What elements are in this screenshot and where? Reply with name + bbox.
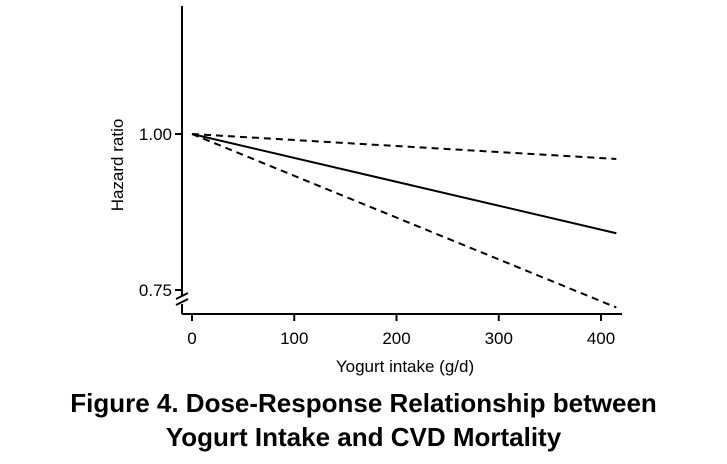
figure-caption-line-1: Figure 4. Dose-Response Relationship bet… [70,388,657,418]
y-axis [175,6,189,314]
x-tick-label: 0 [187,329,196,348]
figure-caption-line-2: Yogurt Intake and CVD Mortality [165,422,562,452]
dose-response-chart: 0 100 200 300 400 0.75 1.00 Yogurt intake (g/… [108,6,622,376]
axis-break-mark [175,292,189,300]
axis-break-mark [175,298,189,306]
x-tick-label: 200 [382,329,410,348]
x-tick-label: 300 [485,329,513,348]
x-tick-label: 100 [280,329,308,348]
x-ticks: 0 100 200 300 400 [187,314,615,348]
x-axis-title: Yogurt intake (g/d) [336,357,474,376]
y-tick-label: 0.75 [139,281,172,300]
y-tick-label: 1.00 [139,125,172,144]
series-layer [191,133,617,309]
x-tick-label: 400 [587,329,615,348]
series-line-lower-ci [191,133,617,309]
series-line-estimate [191,133,617,235]
y-ticks: 0.75 1.00 [139,125,182,300]
series-line-upper-ci [191,133,617,160]
y-axis-title: Hazard ratio [108,119,127,212]
